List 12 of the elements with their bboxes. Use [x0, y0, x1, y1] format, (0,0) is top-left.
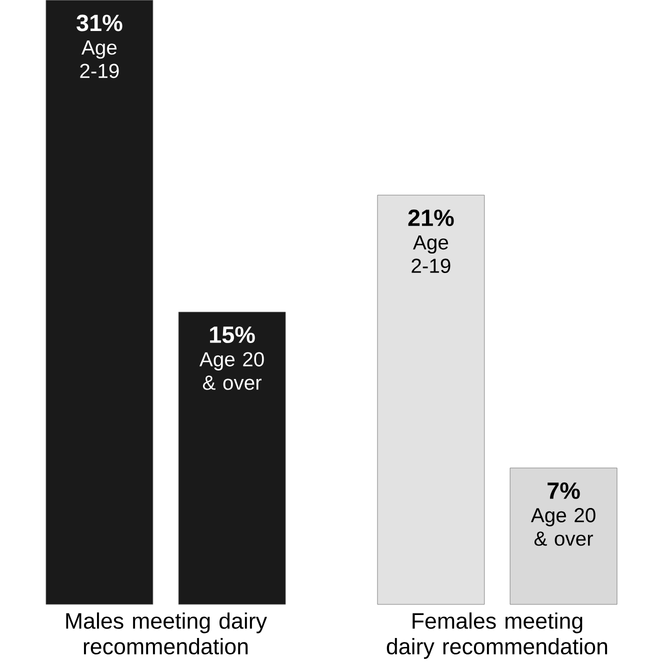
bar [377, 194, 485, 604]
x-tick-label: Females meeting dairy recommendation [386, 612, 608, 659]
text: Age 2-19 [80, 40, 119, 78]
data-label: 21% [408, 209, 454, 226]
series-label: Age 20 & over [199, 352, 264, 390]
data-label: 31% [76, 14, 122, 32]
x-tick-label: Males meeting dairy recommendation [66, 612, 267, 654]
bar [510, 468, 618, 604]
data-label: 7% [548, 482, 580, 499]
series-label: Age 2-19 [412, 235, 450, 273]
text: Age 20 & over [530, 508, 596, 546]
data-label: 15% [210, 326, 255, 343]
